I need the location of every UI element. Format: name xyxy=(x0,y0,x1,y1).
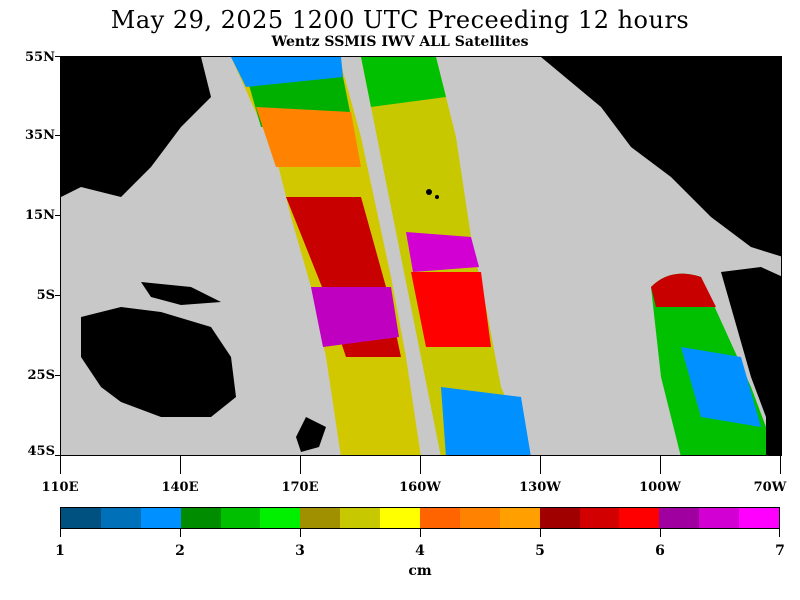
map-title: May 29, 2025 1200 UTC Preceeding 12 hour… xyxy=(110,6,690,34)
swath-west-orange xyxy=(256,107,361,167)
axis-tick xyxy=(55,215,60,216)
colorbar-label-5: 5 xyxy=(535,543,545,559)
axis-tick xyxy=(540,529,541,537)
axis-tick xyxy=(60,529,61,537)
axis-tick xyxy=(779,529,780,537)
south-america-land xyxy=(721,267,781,455)
swath-middle-green xyxy=(361,57,446,107)
colorbar-swatch xyxy=(619,508,660,528)
colorbar-swatch xyxy=(180,508,221,528)
colorbar-swatch xyxy=(659,508,700,528)
colorbar-unit: cm xyxy=(408,563,432,579)
colorbar-swatch xyxy=(300,508,341,528)
swath-middle-purple xyxy=(406,232,479,272)
iwv-map xyxy=(60,56,782,456)
lat-label-15n: 15N xyxy=(25,208,55,223)
colorbar-swatch xyxy=(340,508,381,528)
swath-west-moist2 xyxy=(311,287,399,347)
axis-tick xyxy=(660,529,661,537)
colorbar-swatch xyxy=(140,508,181,528)
lat-label-45s: 45S xyxy=(27,444,55,459)
axis-tick xyxy=(55,455,60,456)
colorbar-swatch xyxy=(459,508,500,528)
colorbar-swatch xyxy=(61,508,101,528)
lon-label-130w: 130W xyxy=(519,480,561,495)
colorbar-label-2: 2 xyxy=(175,543,185,559)
colorbar-swatch xyxy=(739,508,780,528)
north-america-land xyxy=(541,57,781,257)
colorbar-label-7: 7 xyxy=(775,543,785,559)
colorbar-label-6: 6 xyxy=(655,543,665,559)
hawaii-island-2 xyxy=(435,195,439,199)
colorbar-swatch xyxy=(420,508,460,528)
colorbar-swatch xyxy=(260,508,301,528)
asia-land xyxy=(61,57,211,197)
swath-east-blue xyxy=(681,347,761,427)
swath-middle-blue xyxy=(441,387,531,455)
colorbar xyxy=(60,507,780,529)
colorbar-swatch xyxy=(380,508,421,528)
swath-middle-red xyxy=(411,272,491,347)
hawaii-island xyxy=(426,189,432,195)
axis-tick xyxy=(660,456,661,474)
lon-label-140e: 140E xyxy=(161,480,199,495)
lat-label-25s: 25S xyxy=(27,368,55,383)
axis-tick xyxy=(55,295,60,296)
axis-tick xyxy=(55,135,60,136)
axis-tick xyxy=(60,456,61,474)
lon-label-100w: 100W xyxy=(639,480,681,495)
swath-east-red xyxy=(651,273,716,307)
new-zealand-land xyxy=(296,417,326,452)
australia-land xyxy=(81,307,236,417)
lon-label-110e: 110E xyxy=(41,480,79,495)
lat-label-35n: 35N xyxy=(25,128,55,143)
map-canvas xyxy=(61,57,781,455)
colorbar-label-4: 4 xyxy=(415,543,425,559)
axis-tick xyxy=(420,456,421,474)
colorbar-swatch xyxy=(579,508,620,528)
axis-tick xyxy=(780,456,781,474)
colorbar-label-3: 3 xyxy=(295,543,305,559)
lon-label-70w: 70W xyxy=(753,480,787,495)
lon-label-160w: 160W xyxy=(399,480,441,495)
colorbar-swatch xyxy=(699,508,740,528)
axis-tick xyxy=(540,456,541,474)
swath-west-top xyxy=(231,57,343,87)
axis-tick xyxy=(420,529,421,537)
lon-label-170e: 170E xyxy=(281,480,319,495)
colorbar-swatch xyxy=(539,508,580,528)
map-subtitle: Wentz SSMIS IWV ALL Satellites xyxy=(271,34,529,50)
colorbar-swatch xyxy=(499,508,540,528)
axis-tick xyxy=(300,456,301,474)
new-guinea-land xyxy=(141,282,221,305)
colorbar-swatch xyxy=(100,508,141,528)
lat-label-5s: 5S xyxy=(36,288,55,303)
axis-tick xyxy=(180,529,181,537)
axis-tick xyxy=(55,56,60,57)
axis-tick xyxy=(180,456,181,474)
axis-tick xyxy=(300,529,301,537)
colorbar-label-1: 1 xyxy=(55,543,65,559)
colorbar-swatch xyxy=(220,508,261,528)
axis-tick xyxy=(55,375,60,376)
lat-label-55n: 55N xyxy=(25,50,55,65)
